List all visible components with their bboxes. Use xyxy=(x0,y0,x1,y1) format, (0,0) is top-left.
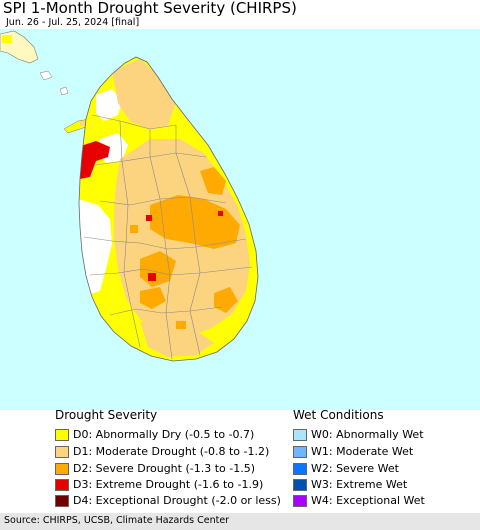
d4-swatch xyxy=(55,495,69,507)
jaffna-dry-patch xyxy=(2,35,12,43)
d1-swatch xyxy=(55,446,69,458)
legend-item-w3: W3: Extreme Wet xyxy=(293,477,407,492)
legend-item-w4: W4: Exceptional Wet xyxy=(293,493,425,508)
legend-label-w4: W4: Exceptional Wet xyxy=(311,494,425,507)
legend-item-d3: D3: Extreme Drought (-1.6 to -1.9) xyxy=(55,477,263,492)
legend-label-d3: D3: Extreme Drought (-1.6 to -1.9) xyxy=(73,478,263,491)
legend-label-d0: D0: Abnormally Dry (-0.5 to -0.7) xyxy=(73,428,254,441)
w0-swatch xyxy=(293,429,307,441)
w4-swatch xyxy=(293,495,307,507)
island-small-1 xyxy=(40,71,52,80)
wet-legend-heading: Wet Conditions xyxy=(293,408,384,423)
legend-item-w2: W2: Severe Wet xyxy=(293,461,399,476)
d0-swatch xyxy=(55,429,69,441)
drought-map xyxy=(0,29,480,410)
legend-item-w0: W0: Abnormally Wet xyxy=(293,427,424,442)
map-title: SPI 1-Month Drought Severity (CHIRPS) xyxy=(3,0,297,17)
d3-central-2 xyxy=(148,273,156,281)
w1-swatch xyxy=(293,446,307,458)
d2-swatch xyxy=(55,463,69,475)
island-small-2 xyxy=(60,87,68,95)
legend-item-d0: D0: Abnormally Dry (-0.5 to -0.7) xyxy=(55,427,254,442)
source-footer: Source: CHIRPS, UCSB, Climate Hazards Ce… xyxy=(0,513,480,530)
legend-label-w2: W2: Severe Wet xyxy=(311,462,399,475)
d2-small-1 xyxy=(176,321,186,329)
legend-item-w1: W1: Moderate Wet xyxy=(293,444,413,459)
d3-central-1 xyxy=(146,215,152,221)
legend-label-w0: W0: Abnormally Wet xyxy=(311,428,424,441)
jaffna-region xyxy=(0,31,68,95)
drought-fill xyxy=(78,55,260,365)
legend-item-d1: D1: Moderate Drought (-0.8 to -1.2) xyxy=(55,444,269,459)
d3-east xyxy=(218,211,223,216)
d3-swatch xyxy=(55,479,69,491)
legend-label-w3: W3: Extreme Wet xyxy=(311,478,407,491)
main-island xyxy=(78,55,260,365)
legend-label-w1: W1: Moderate Wet xyxy=(311,445,413,458)
legend-label-d4: D4: Exceptional Drought (-2.0 or less) xyxy=(73,494,281,507)
map-subtitle: Jun. 26 - Jul. 25, 2024 [final] xyxy=(6,17,139,28)
legend-label-d2: D2: Severe Drought (-1.3 to -1.5) xyxy=(73,462,255,475)
w3-swatch xyxy=(293,479,307,491)
d2-small-2 xyxy=(130,225,138,233)
legend-item-d2: D2: Severe Drought (-1.3 to -1.5) xyxy=(55,461,255,476)
source-text: Source: CHIRPS, UCSB, Climate Hazards Ce… xyxy=(4,515,229,527)
drought-legend-heading: Drought Severity xyxy=(55,408,157,423)
legend-label-d1: D1: Moderate Drought (-0.8 to -1.2) xyxy=(73,445,269,458)
map-canvas xyxy=(0,29,480,410)
legend-item-d4: D4: Exceptional Drought (-2.0 or less) xyxy=(55,493,281,508)
w2-swatch xyxy=(293,463,307,475)
